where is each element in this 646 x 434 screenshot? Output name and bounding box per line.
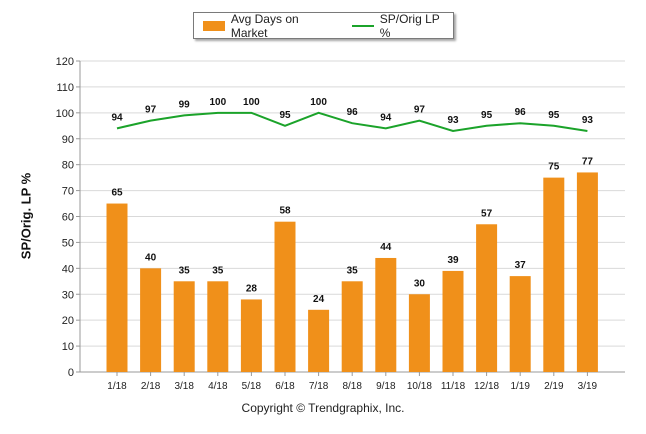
line-value-label: 96 bbox=[347, 107, 359, 118]
bar-value-label: 77 bbox=[582, 156, 594, 167]
y-tick-label: 10 bbox=[62, 341, 74, 353]
line-series bbox=[116, 111, 588, 132]
bar bbox=[442, 270, 464, 372]
bar-value-label: 75 bbox=[548, 162, 560, 173]
y-tick-label: 120 bbox=[56, 56, 74, 68]
bar-value-label: 39 bbox=[447, 255, 459, 266]
bar bbox=[341, 281, 363, 372]
bar bbox=[509, 276, 531, 372]
line-value-label: 95 bbox=[279, 110, 291, 121]
bar-value-label: 40 bbox=[145, 252, 157, 263]
legend-label-line: SP/Orig LP % bbox=[379, 11, 440, 40]
y-tick-label: 60 bbox=[62, 212, 74, 224]
x-tick-label: 1/18 bbox=[107, 381, 127, 392]
bar bbox=[375, 257, 397, 372]
x-tick-label: 11/18 bbox=[441, 381, 466, 392]
y-axis-label: SP/Orig. LP % bbox=[18, 172, 34, 260]
legend-label-bar: Avg Days on Market bbox=[230, 11, 299, 40]
bar-value-label: 35 bbox=[347, 265, 359, 276]
line-value-label: 100 bbox=[310, 97, 327, 108]
bar bbox=[408, 294, 430, 372]
bar-value-label: 37 bbox=[515, 260, 527, 271]
x-tick-label: 1/19 bbox=[510, 381, 530, 392]
y-tick-label: 50 bbox=[62, 237, 74, 249]
x-tick-label: 6/18 bbox=[275, 381, 295, 392]
bar bbox=[240, 299, 262, 372]
y-tick-label: 80 bbox=[62, 160, 74, 172]
x-tick-label: 7/18 bbox=[309, 381, 329, 392]
sp-orig-lp-line bbox=[116, 111, 588, 132]
bar bbox=[308, 309, 330, 372]
y-tick-label: 0 bbox=[68, 367, 74, 379]
bar-value-label: 65 bbox=[111, 188, 123, 199]
line-value-label: 95 bbox=[481, 110, 493, 121]
bar-value-label: 58 bbox=[279, 206, 291, 217]
line-value-label: 94 bbox=[111, 112, 123, 123]
bar bbox=[106, 203, 128, 372]
bar-series bbox=[106, 172, 598, 372]
legend-item-line: SP/Orig LP % bbox=[351, 11, 453, 40]
x-tick-label: 12/18 bbox=[474, 381, 499, 392]
line-value-label: 93 bbox=[582, 115, 594, 126]
bar bbox=[207, 281, 229, 372]
y-tick-label: 110 bbox=[56, 82, 74, 94]
legend-item-bar: Avg Days on Market bbox=[203, 12, 338, 40]
line-value-label: 97 bbox=[145, 105, 157, 116]
x-tick-label: 5/18 bbox=[242, 381, 262, 392]
line-value-label: 95 bbox=[548, 110, 560, 121]
bar-value-label: 30 bbox=[414, 278, 426, 289]
data-labels: 65 40 35 35 28 58 24 35 44 30 39 57 37 75 77 94 97 99 100 1… bbox=[111, 97, 593, 305]
line-value-label: 94 bbox=[380, 112, 392, 123]
bar-value-label: 28 bbox=[246, 283, 258, 294]
bar bbox=[543, 177, 565, 372]
y-tick-label: 70 bbox=[62, 186, 74, 198]
bar bbox=[476, 224, 498, 372]
legend-swatch-bar bbox=[203, 20, 225, 31]
y-tick-label: 100 bbox=[56, 108, 74, 120]
y-tick-label: 90 bbox=[62, 134, 74, 146]
x-tick-label: 2/18 bbox=[141, 381, 161, 392]
x-tick-label: 4/18 bbox=[208, 381, 228, 392]
line-value-label: 93 bbox=[447, 115, 459, 126]
x-tick-label: 3/18 bbox=[174, 381, 194, 392]
y-tick-label: 30 bbox=[62, 289, 74, 301]
bar bbox=[173, 281, 195, 372]
bar-value-label: 35 bbox=[179, 265, 191, 276]
bar bbox=[274, 221, 296, 372]
bar bbox=[576, 172, 598, 372]
x-tick-label: 2/19 bbox=[544, 381, 564, 392]
bar-value-label: 44 bbox=[380, 242, 392, 253]
x-tick-label: 9/18 bbox=[376, 381, 396, 392]
line-value-label: 100 bbox=[209, 97, 226, 108]
line-value-label: 97 bbox=[414, 105, 426, 116]
legend-swatch-line bbox=[351, 24, 374, 27]
x-tick-label: 3/19 bbox=[578, 381, 598, 392]
line-value-label: 100 bbox=[243, 97, 260, 108]
bar-value-label: 57 bbox=[481, 208, 493, 219]
y-tick-label: 20 bbox=[62, 315, 74, 327]
line-value-label: 99 bbox=[179, 99, 191, 110]
legend: Avg Days on Market SP/Orig LP % bbox=[193, 11, 454, 40]
x-tick-label: 8/18 bbox=[342, 381, 362, 392]
line-value-label: 96 bbox=[515, 107, 527, 118]
y-tick-label: 40 bbox=[62, 263, 74, 275]
bar-value-label: 24 bbox=[313, 294, 325, 305]
x-axis-ticks: 1/18 2/18 3/18 4/18 5/18 6/18 7/18 8/18 9/18 10/1… bbox=[107, 372, 598, 392]
y-axis-ticks: 0 10 20 30 40 50 60 70 80 90 100 110 120 bbox=[56, 56, 74, 379]
copyright: Copyright © Trendgraphix, Inc. bbox=[241, 401, 405, 415]
bar bbox=[140, 268, 162, 372]
bar-value-label: 35 bbox=[212, 265, 224, 276]
x-tick-label: 10/18 bbox=[407, 381, 432, 392]
